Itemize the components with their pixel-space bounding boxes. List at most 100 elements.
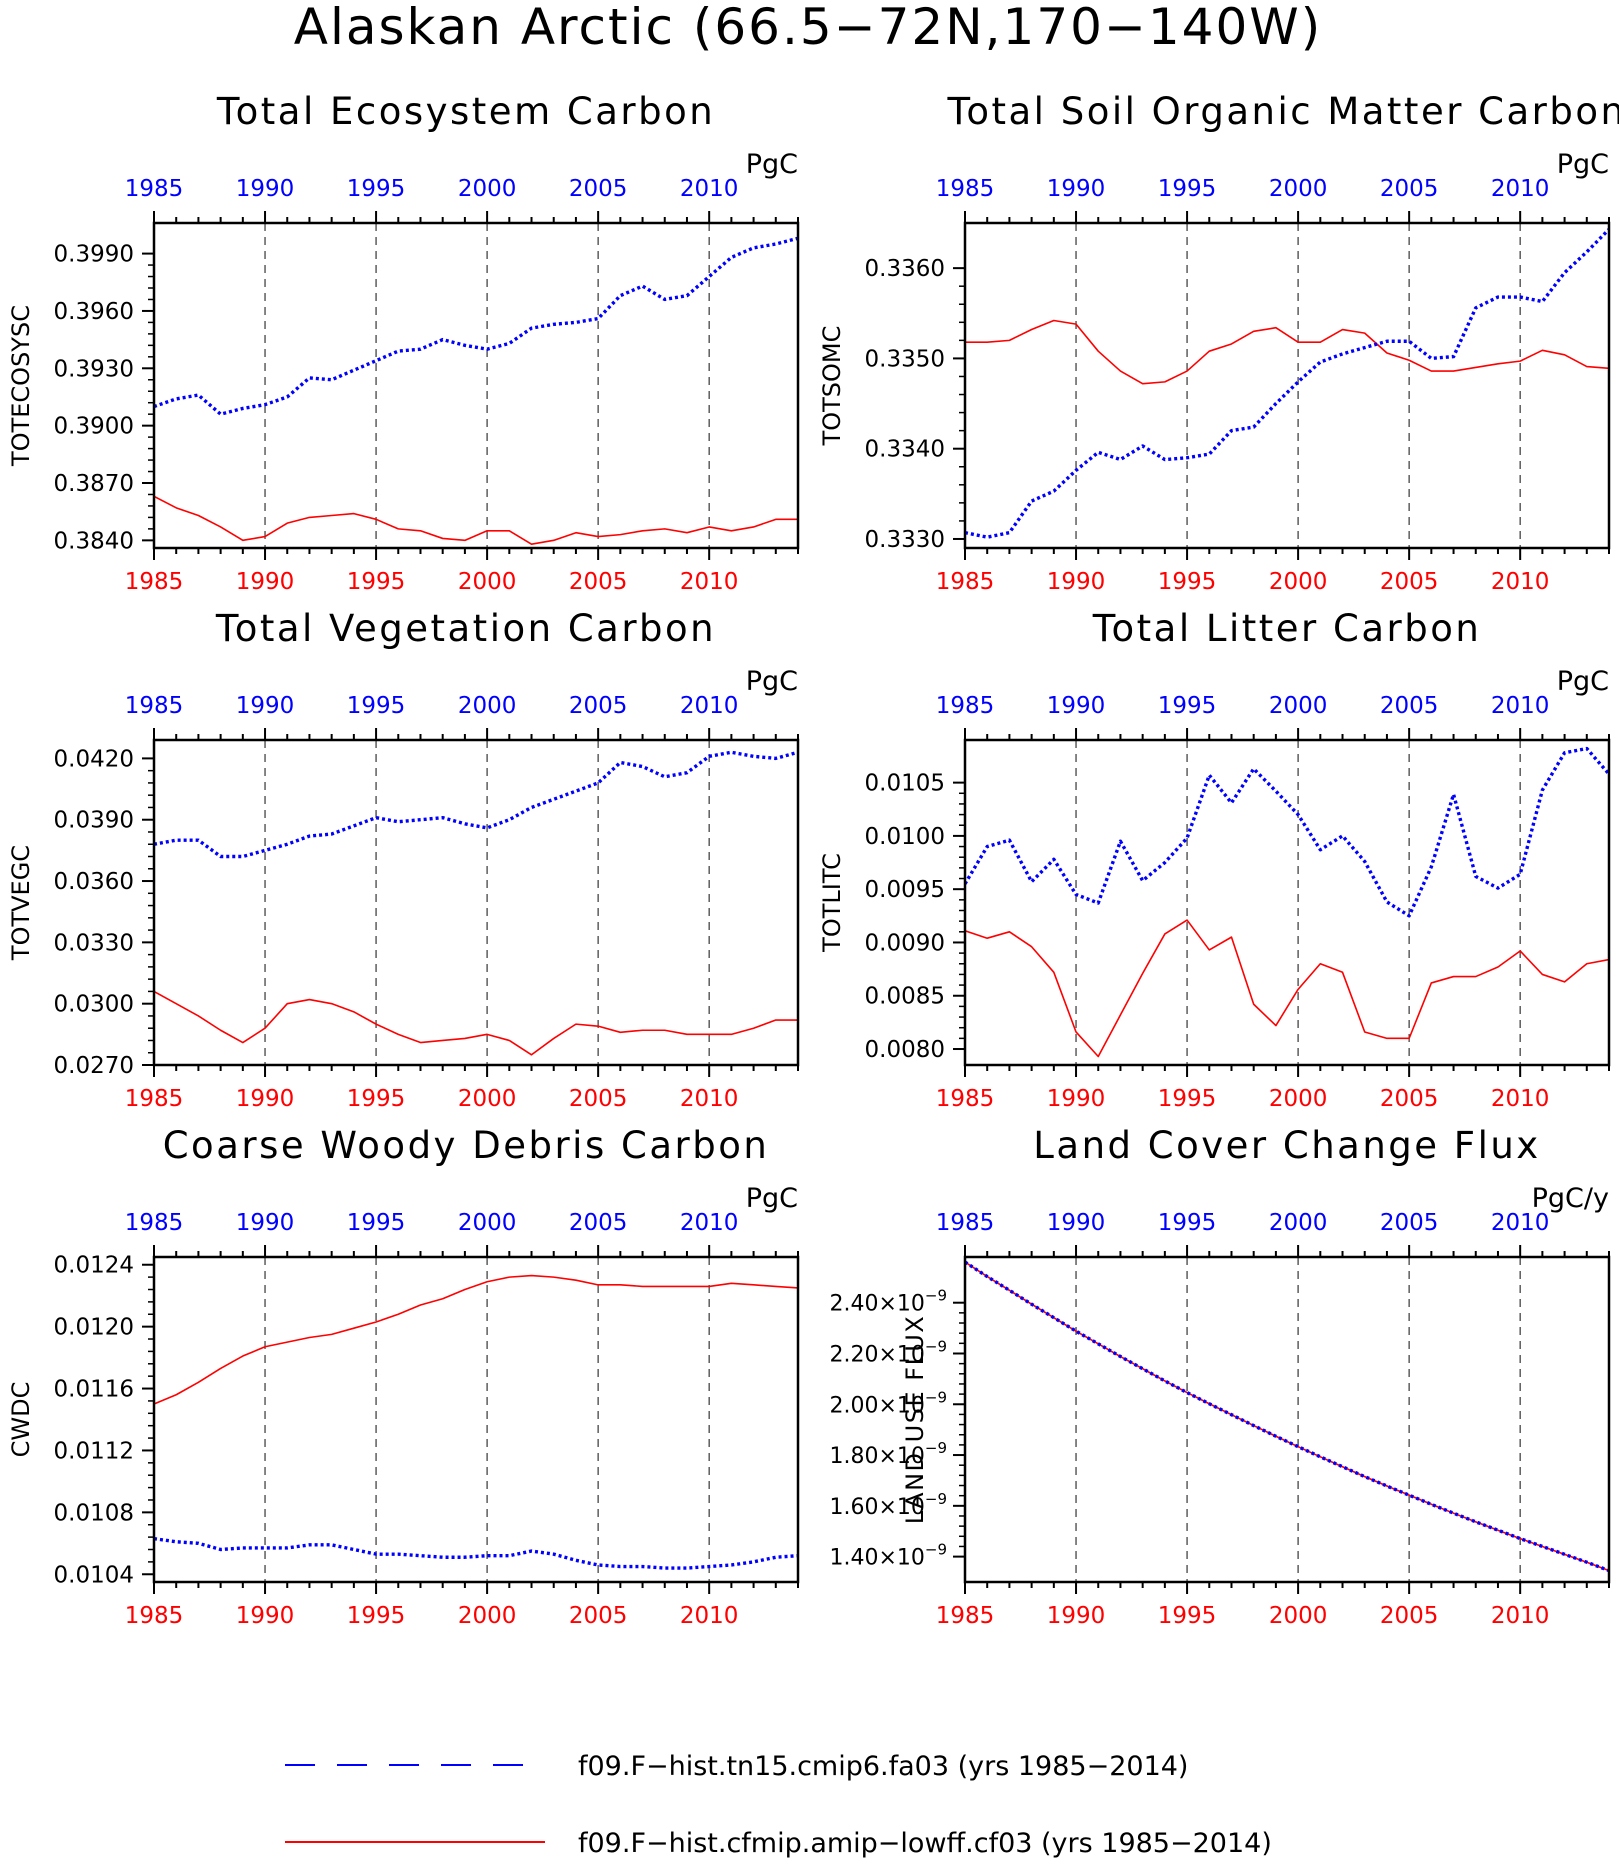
x-tick-label-bottom: 2005 [569,1086,628,1112]
y-tick-label: 0.3330 [865,527,945,553]
series-line-fa03 [154,236,798,416]
y-tick-label: 1.40×10−9 [829,1541,947,1571]
y-tick-label: 0.0390 [54,808,134,834]
y-tick-label: 0.0108 [54,1500,134,1526]
panel-5: Coarse Woody Debris Carbon PgC 1985 1985 199… [7,1124,800,1629]
x-tick-label-top: 2010 [1491,1210,1550,1236]
x-tick-label-bottom: 2000 [458,569,517,595]
x-tick-label-top: 1990 [1047,1210,1106,1236]
y-axis-label: TOTSOMC [818,326,846,447]
x-tick-label-bottom: 1995 [347,1603,406,1629]
panel-title: Total Ecosystem Carbon [216,90,715,133]
legend-label: f09.F−hist.tn15.cmip6.fa03 (yrs 1985−201… [578,1751,1188,1782]
plot-frame [152,221,800,550]
x-tick-label-bottom: 1985 [125,569,184,595]
x-tick-label-top: 2010 [1491,693,1550,719]
x-tick-label-top: 1990 [236,1210,295,1236]
plot-frame [152,738,800,1067]
x-tick-label-top: 2000 [1269,1210,1328,1236]
x-tick-label-bottom: 1995 [347,569,406,595]
x-tick-label-bottom: 2005 [1380,569,1439,595]
x-tick-label-bottom: 1995 [1158,1603,1217,1629]
x-tick-label-top: 2005 [569,693,628,719]
units-label: PgC [1557,149,1609,180]
panel-4: Total Litter Carbon PgC 1985 1985 1990 1990 19… [818,607,1611,1112]
x-tick-label-bottom: 1995 [347,1086,406,1112]
series-line-cf03 [965,919,1609,1058]
y-tick-label: 0.0080 [865,1037,945,1063]
y-tick-label: 1.80×10−9 [829,1439,947,1469]
panel-title: Total Litter Carbon [1092,607,1482,650]
series-line-fa03 [965,746,1609,918]
plot-frame [963,221,1611,550]
x-tick-label-top: 2005 [569,1210,628,1236]
series-line-fa03 [154,1536,798,1570]
y-tick-label: 0.0420 [54,746,134,772]
series-line-cf03 [965,319,1609,385]
y-tick-label: 0.3960 [54,299,134,325]
x-tick-label-top: 1985 [936,1210,995,1236]
x-tick-label-top: 1990 [236,693,295,719]
y-axis-label: CWDC [7,1382,35,1458]
x-tick-label-top: 1990 [236,176,295,202]
y-tick-label: 2.20×10−9 [829,1337,947,1367]
plot-frame [152,1255,800,1584]
plot-frame [963,1255,1611,1584]
x-tick-label-top: 1990 [1047,176,1106,202]
series-line-fa03 [965,228,1609,539]
x-tick-label-top: 2000 [458,693,517,719]
x-tick-label-bottom: 2010 [680,1603,739,1629]
x-tick-label-top: 2005 [1380,176,1439,202]
x-tick-label-bottom: 1985 [125,1603,184,1629]
x-tick-label-bottom: 2010 [680,1086,739,1112]
x-tick-label-bottom: 1985 [125,1086,184,1112]
x-tick-label-top: 2000 [1269,176,1328,202]
y-tick-label: 0.3870 [54,471,134,497]
panel-6: Land Cover Change Flux PgC/y 1985 1985 1990 1… [829,1124,1611,1629]
panel-1: Total Ecosystem Carbon PgC 1985 1985 1990 199… [7,90,800,595]
y-axis-label: TOTLITC [818,853,846,953]
y-tick-label: 0.0085 [865,984,945,1010]
x-tick-label-bottom: 1995 [1158,569,1217,595]
panel-title: Total Soil Organic Matter Carbon [947,90,1619,133]
series-line-fa03 [965,1260,1609,1573]
x-tick-label-top: 1995 [347,1210,406,1236]
x-tick-label-bottom: 1990 [1047,569,1106,595]
series-line-cf03 [154,990,798,1056]
units-label: PgC [746,149,798,180]
y-tick-label: 0.0112 [54,1438,134,1464]
series-line-cf03 [154,495,798,545]
panel-title: Land Cover Change Flux [1033,1124,1540,1167]
x-tick-label-top: 1995 [1158,1210,1217,1236]
x-tick-label-top: 2005 [1380,693,1439,719]
x-tick-label-bottom: 2005 [1380,1086,1439,1112]
x-tick-label-top: 2010 [680,176,739,202]
units-label: PgC [746,666,798,697]
x-tick-label-bottom: 1990 [236,569,295,595]
x-tick-label-top: 1995 [347,176,406,202]
y-tick-label: 0.0270 [54,1053,134,1079]
x-tick-label-bottom: 2010 [680,569,739,595]
y-tick-label: 0.3340 [865,437,945,463]
y-tick-label: 0.0095 [865,877,945,903]
x-tick-label-bottom: 2005 [1380,1603,1439,1629]
y-tick-label: 2.40×10−9 [829,1287,947,1317]
x-tick-label-bottom: 1990 [236,1603,295,1629]
x-tick-label-bottom: 2005 [569,569,628,595]
x-tick-label-top: 1985 [125,693,184,719]
x-tick-label-bottom: 1990 [1047,1603,1106,1629]
x-tick-label-top: 2010 [1491,176,1550,202]
x-tick-label-bottom: 1985 [936,569,995,595]
panels: Total Ecosystem Carbon PgC 1985 1985 1990 199… [7,90,1619,1629]
y-tick-label: 0.3840 [54,528,134,554]
x-tick-label-top: 2005 [569,176,628,202]
y-tick-label: 0.0090 [865,930,945,956]
panel-title: Total Vegetation Carbon [215,607,716,650]
y-tick-label: 0.0120 [54,1315,134,1341]
series-line-cf03 [154,1274,798,1405]
x-tick-label-top: 2000 [1269,693,1328,719]
plot-frame [963,738,1611,1067]
x-tick-label-bottom: 2005 [569,1603,628,1629]
x-tick-label-bottom: 2000 [1269,1603,1328,1629]
